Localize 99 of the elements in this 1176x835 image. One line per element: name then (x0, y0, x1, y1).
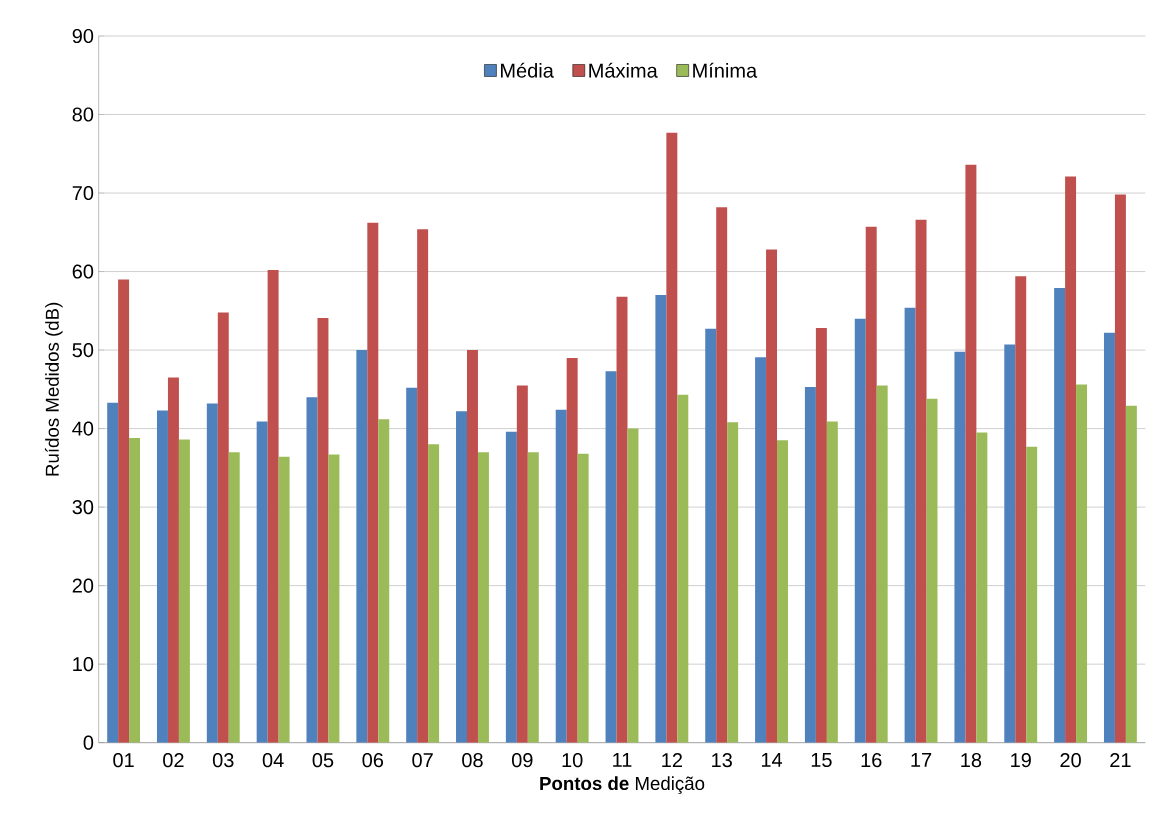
bar (677, 395, 689, 743)
bar (705, 329, 717, 743)
x-tick-label: 20 (1060, 753, 1081, 768)
bar (378, 419, 390, 743)
x-tick-label: 12 (662, 753, 682, 768)
bar (965, 164, 977, 743)
bar (328, 454, 340, 743)
y-tick-label: 50 (72, 343, 94, 358)
bar (467, 350, 478, 743)
y-tick-label: 10 (73, 657, 94, 672)
x-tick-label: 17 (911, 753, 932, 767)
bar (804, 387, 816, 743)
bar (206, 403, 218, 743)
x-tick-label: 16 (861, 753, 882, 768)
bar (1114, 194, 1126, 743)
x-tick-label: 15 (811, 753, 832, 768)
legend-label: Média (501, 62, 554, 78)
bar (876, 385, 888, 743)
bar (1076, 384, 1088, 743)
bar (428, 444, 440, 743)
bar (954, 351, 966, 743)
legend-label: Máxima (589, 62, 658, 78)
bar (577, 453, 589, 743)
x-tick-label: 19 (1011, 753, 1031, 768)
bar (1103, 332, 1115, 743)
x-tick-label: 08 (462, 753, 483, 768)
x-tick-label: 02 (163, 753, 184, 768)
bar (627, 428, 639, 743)
bar (826, 421, 838, 743)
bar (605, 371, 617, 743)
bar (118, 279, 130, 743)
bar (616, 296, 628, 743)
bar (976, 432, 988, 743)
bar (727, 422, 739, 743)
bar (477, 452, 489, 743)
x-tick-label: 13 (712, 753, 732, 768)
bar (915, 219, 927, 743)
y-axis-title: Ruídos Medidos (dB) (44, 303, 63, 476)
x-tick-label: 18 (961, 753, 982, 768)
bar (655, 295, 667, 743)
bar (278, 457, 290, 743)
bar (256, 421, 268, 743)
y-tick-label: 80 (72, 107, 94, 122)
bar (406, 387, 418, 743)
x-tick-label: 07 (412, 753, 433, 768)
x-tick-label: 04 (262, 753, 284, 768)
bar (505, 431, 517, 743)
x-axis-title: Pontos de Medição (540, 776, 705, 795)
bar (766, 249, 778, 743)
bar (926, 398, 938, 743)
bar (1125, 405, 1137, 743)
bar (367, 223, 379, 743)
bar (1026, 446, 1038, 743)
legend-label: Mínima (693, 62, 758, 78)
bar (516, 385, 528, 743)
x-tick-label: 05 (312, 753, 334, 768)
bar (217, 312, 229, 743)
x-tick-label: 21 (1110, 753, 1131, 768)
bar (107, 402, 119, 743)
x-tick-label: 06 (362, 753, 384, 768)
bar (178, 439, 190, 743)
x-tick-label: 01 (113, 753, 134, 768)
bar (755, 357, 767, 743)
y-tick-label: 20 (72, 578, 94, 593)
bar (1004, 344, 1016, 743)
bar (129, 438, 141, 743)
bar (228, 452, 240, 743)
bar (666, 132, 678, 743)
bar (156, 410, 168, 743)
x-tick-label: 14 (761, 753, 783, 767)
bar (555, 409, 567, 743)
bar (167, 377, 179, 743)
y-tick-label: 30 (72, 500, 94, 515)
bar (904, 307, 916, 743)
bar (1065, 176, 1077, 743)
bar (865, 226, 877, 743)
bar (306, 397, 318, 743)
bar (854, 318, 866, 743)
y-tick-label: 90 (72, 29, 94, 44)
y-tick-label: 40 (72, 421, 94, 436)
y-tick-label: 60 (72, 264, 94, 279)
bar (527, 452, 539, 743)
bar (716, 207, 728, 743)
bar (356, 350, 368, 743)
bar (1015, 276, 1027, 743)
x-tick-label: 10 (562, 753, 583, 768)
y-tick-label: 0 (83, 735, 94, 750)
x-tick-label: 11 (613, 753, 632, 767)
bar (1054, 288, 1066, 743)
bar (267, 270, 279, 743)
bar (456, 411, 467, 743)
bar (566, 358, 578, 743)
bar (317, 318, 329, 743)
bar (815, 328, 827, 743)
bar (777, 440, 788, 743)
y-tick-label: 70 (72, 186, 94, 201)
x-tick-label: 03 (212, 753, 234, 768)
x-tick-label: 09 (511, 753, 533, 768)
bar (417, 229, 429, 743)
